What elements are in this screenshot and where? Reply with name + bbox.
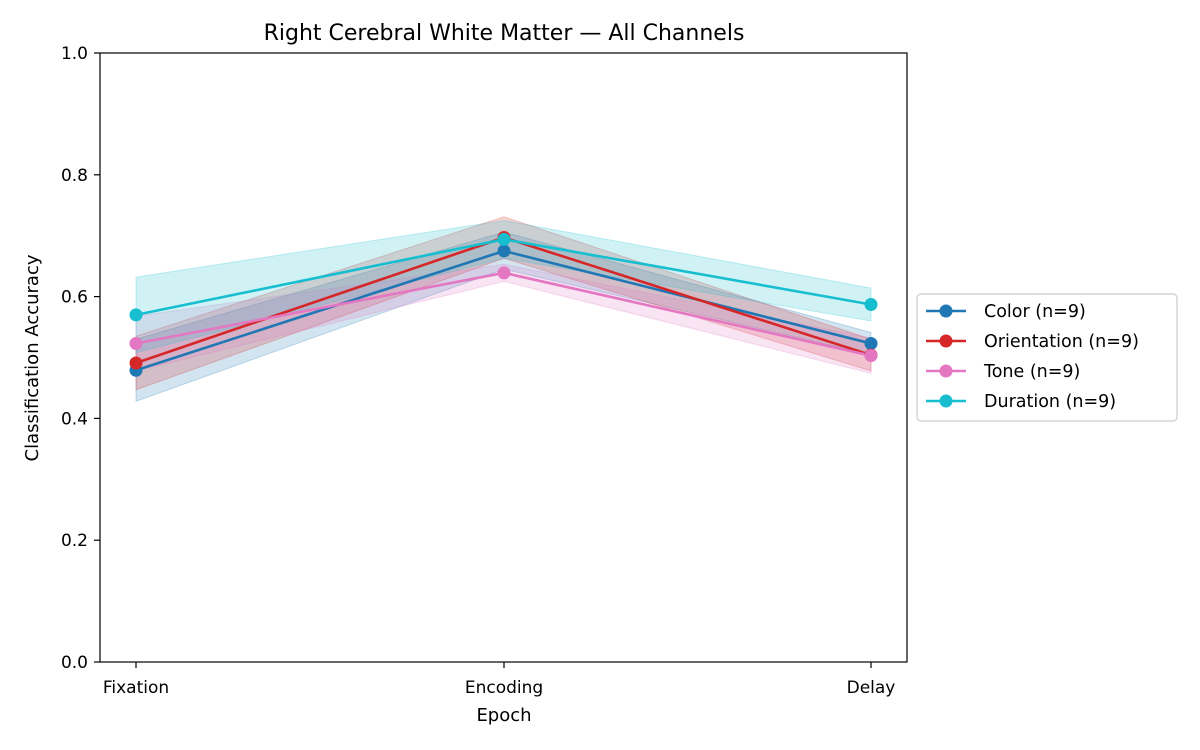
y-tick-label: 0.2 xyxy=(61,531,88,551)
x-tick-label: Encoding xyxy=(465,678,543,698)
legend-label: Tone (n=9) xyxy=(983,362,1080,382)
legend-label: Duration (n=9) xyxy=(984,392,1116,412)
y-tick-label: 0.8 xyxy=(61,166,88,186)
y-tick-label: 1.0 xyxy=(61,44,88,64)
chart-title: Right Cerebral White Matter — All Channe… xyxy=(264,21,745,46)
ci-band-series-4 xyxy=(135,219,872,354)
point-series-3-fixation xyxy=(129,336,143,350)
legend-marker xyxy=(939,304,953,318)
y-tick-label: 0.0 xyxy=(61,653,88,673)
legend-marker xyxy=(939,394,953,408)
point-series-4-delay xyxy=(864,298,878,312)
y-axis: 0.0 0.2 0.4 0.6 0.8 1.0 xyxy=(61,44,100,673)
point-series-4-encoding xyxy=(497,232,511,246)
x-tick-label: Fixation xyxy=(103,678,169,698)
legend-marker xyxy=(939,364,953,378)
y-axis-label: Classification Accuracy xyxy=(22,254,43,461)
x-axis-label: Epoch xyxy=(476,705,531,726)
y-tick-label: 0.4 xyxy=(61,409,88,429)
legend-label: Color (n=9) xyxy=(984,302,1086,322)
legend-frame xyxy=(916,293,1178,422)
point-series-1-delay xyxy=(864,336,878,350)
x-axis: Fixation Encoding Delay xyxy=(103,662,896,698)
y-tick-label: 0.6 xyxy=(61,288,88,308)
legend: Color (n=9) Orientation (n=9) Tone (n=9) Du… xyxy=(916,293,1178,422)
legend-marker xyxy=(939,334,953,348)
point-series-1-encoding xyxy=(497,244,511,258)
point-series-3-delay xyxy=(864,349,878,363)
point-series-4-fixation xyxy=(129,308,143,322)
legend-label: Orientation (n=9) xyxy=(984,332,1139,352)
point-series-2-fixation xyxy=(129,356,143,370)
series-points xyxy=(129,231,878,377)
point-series-3-encoding xyxy=(497,266,511,280)
x-tick-label: Delay xyxy=(847,678,896,698)
